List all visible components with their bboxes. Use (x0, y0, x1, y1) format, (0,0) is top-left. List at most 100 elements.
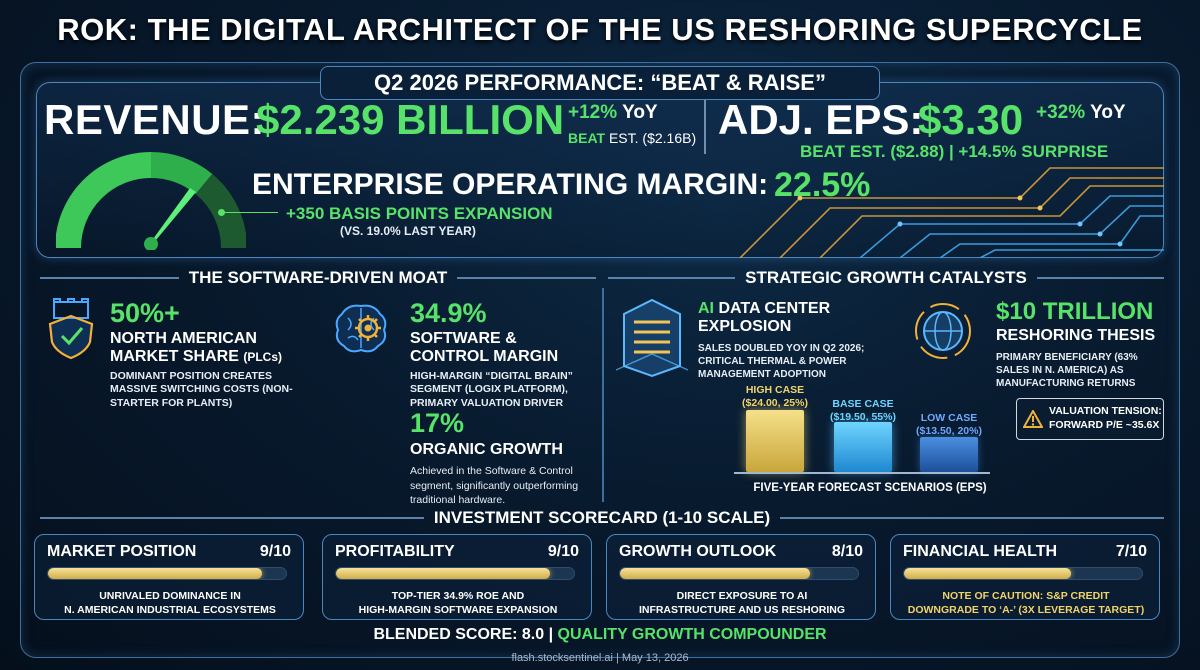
revenue-yoy-pct: +12% (568, 102, 618, 123)
score-bar-fill (336, 568, 551, 579)
score-card-desc-line1: NOTE OF CAUTION: S&P CREDIT (942, 590, 1110, 602)
margin-label: ENTERPRISE OPERATING MARGIN: (252, 168, 769, 201)
shield-castle-icon (48, 298, 94, 360)
organic-growth-desc: Achieved in the Software & Control segme… (410, 465, 579, 506)
ai-title-rest: DATA CENTER (718, 300, 831, 317)
bar-category-low: LOW CASE (920, 412, 978, 424)
eps-yoy-word: YoY (1090, 102, 1126, 123)
score-card-desc: DIRECT EXPOSURE TO AI INFRASTRUCTURE AND… (613, 589, 871, 617)
bar-category-high: HIGH CASE (745, 384, 805, 396)
section-divider (602, 288, 604, 502)
gauge-icon (56, 151, 246, 250)
ai-desc: SALES DOUBLED YOY IN Q2 2026; CRITICAL T… (698, 342, 865, 380)
gauge-connector-line (222, 212, 278, 213)
growth-heading-text: STRATEGIC GROWTH CATALYSTS (745, 268, 1027, 287)
bar-category-base: BASE CASE (832, 398, 894, 410)
blended-score-tag: QUALITY GROWTH COMPOUNDER (557, 626, 827, 643)
score-bar-fill (904, 568, 1071, 579)
ai-title2: EXPLOSION (698, 318, 792, 336)
score-bar-track (619, 567, 859, 580)
organic-growth-stat: 17% (410, 408, 465, 438)
software-margin-desc: HIGH-MARGIN “DIGITAL BRAIN” SEGMENT (LOG… (410, 369, 573, 410)
score-card-title: FINANCIAL HEALTH (903, 543, 1058, 560)
score-card-title: GROWTH OUTLOOK (619, 543, 777, 560)
score-card-desc-line2: N. AMERICAN INDUSTRIAL ECOSYSTEMS (64, 604, 276, 617)
score-card-title: PROFITABILITY (335, 543, 455, 560)
score-card-market-position: MARKET POSITION 9/10 UNRIVALED DOMINANCE… (34, 534, 304, 620)
market-share-block: 50%+ NORTH AMERICAN MARKET SHARE (PLCs) … (110, 300, 310, 411)
score-card-desc: TOP-TIER 34.9% ROE AND HIGH-MARGIN SOFTW… (329, 589, 587, 617)
blended-score: BLENDED SCORE: 8.0 | QUALITY GROWTH COMP… (0, 626, 1200, 644)
bar-high-case (746, 410, 804, 472)
reshoring-block: $10 TRILLION RESHORING THESIS PRIMARY BE… (996, 300, 1166, 390)
revenue-value: $2.239 BILLION (256, 96, 565, 143)
score-bar-track (335, 567, 575, 580)
reshoring-value: $10 TRILLION (996, 298, 1154, 325)
score-card-desc-line1: DIRECT EXPOSURE TO AI (676, 590, 808, 602)
bar-value-high: ($24.00, 25%) (742, 396, 808, 409)
score-card-desc-line2: DOWNGRADE TO ‘A-’ (3X LEVERAGE TARGET) (907, 604, 1145, 617)
score-card-desc: NOTE OF CAUTION: S&P CREDIT DOWNGRADE TO… (897, 589, 1155, 617)
server-rack-icon (615, 298, 689, 378)
margin-value: 22.5% (774, 166, 871, 204)
score-card-desc-line2: INFRASTRUCTURE AND US RESHORING (638, 604, 846, 617)
revenue-beat-word: BEAT (568, 130, 606, 146)
forecast-caption: FIVE-YEAR FORECAST SCENARIOS (EPS) (753, 482, 987, 494)
software-margin-head2: CONTROL MARGIN (410, 348, 559, 366)
software-margin-block: 34.9% SOFTWARE & CONTROL MARGIN HIGH-MAR… (410, 300, 600, 411)
market-share-head2: MARKET SHARE (PLCs) (110, 348, 310, 366)
scorecard-heading: INVESTMENT SCORECARD (1-10 SCALE) (40, 508, 1165, 528)
growth-heading: STRATEGIC GROWTH CATALYSTS (608, 268, 1165, 288)
header-divider (704, 100, 706, 154)
bar-label-low: LOW CASE ($13.50, 20%) (904, 412, 994, 437)
revenue-yoy-word: YoY (622, 102, 658, 123)
warning-icon (1023, 410, 1043, 428)
eps-value: $3.30 (918, 96, 1024, 143)
moat-heading: THE SOFTWARE-DRIVEN MOAT (40, 268, 597, 288)
revenue-label: REVENUE: (44, 96, 266, 143)
score-card-profitability: PROFITABILITY 9/10 TOP-TIER 34.9% ROE AN… (322, 534, 592, 620)
bar-low-case (920, 437, 978, 472)
score-card-desc-line1: UNRIVALED DOMINANCE IN (99, 590, 241, 602)
ai-title: AI DATA CENTER (698, 300, 896, 318)
bar-base-case (834, 422, 892, 472)
valuation-desc: FORWARD P/E ~35.6X (1049, 419, 1160, 431)
eps-label: ADJ. EPS: (718, 96, 924, 143)
circuit-decoration-icon (739, 167, 1164, 258)
market-share-stat: 50%+ (110, 298, 180, 328)
globe-icon (915, 303, 971, 359)
chart-baseline (734, 472, 990, 474)
score-card-financial-health: FINANCIAL HEALTH 7/10 NOTE OF CAUTION: S… (890, 534, 1160, 620)
market-share-head1: NORTH AMERICAN (110, 330, 257, 347)
market-share-desc: DOMINANT POSITION CREATES MASSIVE SWITCH… (110, 369, 293, 410)
margin-expansion: +350 BASIS POINTS EXPANSION (286, 204, 553, 223)
outer-frame (20, 62, 1180, 658)
score-card-score: 9/10 (259, 543, 291, 560)
software-margin-stat: 34.9% (410, 298, 487, 328)
market-share-head2-text: MARKET SHARE (110, 348, 239, 366)
score-bar-fill (620, 568, 811, 579)
performance-heading: Q2 2026 PERFORMANCE: “BEAT & RAISE” (320, 66, 880, 100)
valuation-callout: VALUATION TENSION: FORWARD P/E ~35.6X (1016, 398, 1164, 440)
bar-value-low: ($13.50, 20%) (916, 424, 982, 437)
score-card-score: 9/10 (547, 543, 579, 560)
organic-growth-block: 17% ORGANIC GROWTH Achieved in the Softw… (410, 410, 600, 507)
revenue-beat: BEAT EST. ($2.16B) (568, 130, 696, 146)
gauge-connector-dot (218, 209, 225, 216)
software-margin-head1: SOFTWARE & (410, 330, 517, 347)
valuation-title: VALUATION TENSION: (1049, 405, 1162, 418)
score-card-desc-line2: HIGH-MARGIN SOFTWARE EXPANSION (358, 604, 558, 617)
eps-yoy-pct: +32% (1036, 102, 1086, 123)
score-card-desc: UNRIVALED DOMINANCE IN N. AMERICAN INDUS… (41, 589, 299, 617)
bar-label-base: BASE CASE ($19.50, 55%) (818, 398, 908, 423)
eps-yoy: +32% YoY (1036, 102, 1126, 124)
blended-score-label: BLENDED SCORE: 8.0 | (373, 626, 554, 643)
score-bar-fill (48, 568, 263, 579)
score-card-score: 8/10 (831, 543, 863, 560)
page-title: ROK: THE DIGITAL ARCHITECT OF THE US RES… (57, 12, 1143, 47)
scorecard-heading-text: INVESTMENT SCORECARD (1-10 SCALE) (433, 508, 771, 527)
reshoring-title: RESHORING THESIS (996, 327, 1156, 344)
bar-label-high: HIGH CASE ($24.00, 25%) (730, 384, 820, 409)
score-card-title: MARKET POSITION (47, 543, 197, 560)
market-share-plc: (PLCs) (243, 350, 283, 365)
